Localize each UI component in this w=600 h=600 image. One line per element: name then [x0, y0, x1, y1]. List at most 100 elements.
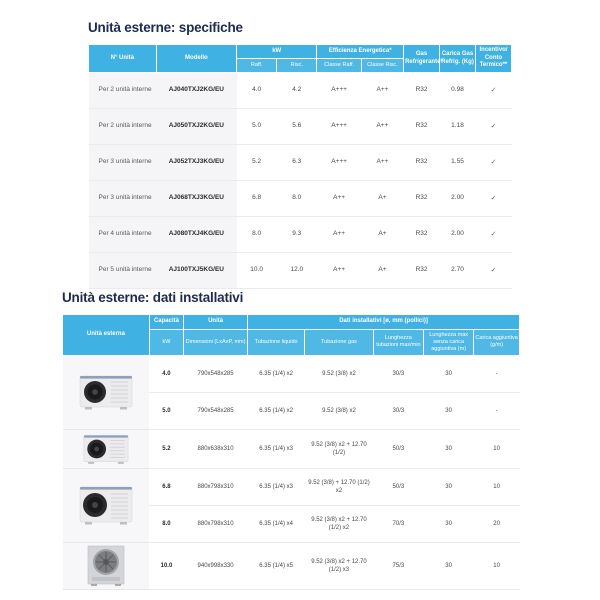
cell-gas: R32: [403, 252, 440, 289]
checkmark-icon: ✓: [475, 108, 512, 145]
spec-subheader-classe-raff: Classe Raff.: [316, 58, 362, 73]
spec-header-kw-group: kW: [236, 44, 318, 59]
cell-classe-risc: A++: [361, 144, 404, 181]
checkmark-icon: ✓: [475, 216, 512, 253]
cell-gas: R32: [403, 180, 440, 217]
outdoor-unit-side-view: [83, 434, 129, 464]
cell-max-length: 30: [423, 392, 474, 430]
cell-max-length: 30: [423, 355, 474, 393]
cell-classe-risc: A+: [361, 216, 404, 253]
outdoor-unit-side-view: [79, 486, 133, 525]
cell-liquid-pipe: 6.35 (1/4) x4: [247, 505, 305, 543]
cell-liquid-pipe: 6.35 (1/4) x5: [247, 542, 305, 590]
cell-pipe-length: 70/3: [373, 505, 424, 543]
cell-units: Per 4 unità interne: [88, 216, 157, 253]
cell-units: Per 2 unità interne: [88, 72, 157, 109]
install-header-unita-esterna: Unità esterna: [62, 314, 150, 356]
install-table-row: 6.8 880x798x310 6.35 (1/4) x3 9.52 (3/8)…: [62, 468, 520, 543]
spec-section-title: Unità esterne: specifiche: [88, 20, 243, 35]
cell-model: AJ100TXJ5KG/EU: [156, 252, 237, 289]
cell-pipe-length: 30/3: [373, 355, 424, 393]
spec-header-carica: Carica Gas Refrig. (Kg): [439, 44, 476, 73]
cell-dimensions: 790x548x285: [183, 392, 248, 430]
cell-liquid-pipe: 6.35 (1/4) x2: [247, 355, 305, 393]
install-table-row: 4.0 790x548x285 6.35 (1/4) x2 9.52 (3/8)…: [62, 355, 520, 430]
install-header-unita: Unità: [183, 314, 249, 330]
spec-section: Unità esterne: specifiche N° Unità Model…: [88, 20, 513, 289]
cell-kw-risc: 12.0: [276, 252, 317, 289]
cell-model: AJ052TXJ3KG/EU: [156, 144, 237, 181]
cell-extra-charge: -: [473, 392, 520, 430]
spec-table-row: Per 3 unità interne AJ068TXJ3KG/EU 6.8 8…: [88, 180, 512, 217]
cell-classe-raff: A+++: [316, 144, 362, 181]
install-header-capacita: Capacità: [148, 314, 185, 330]
cell-pipe-length: 75/3: [373, 542, 424, 590]
cell-carica: 2.70: [439, 252, 476, 289]
cell-classe-risc: A+: [361, 252, 404, 289]
cell-units: Per 5 unità interne: [88, 252, 157, 289]
cell-carica: 0.98: [439, 72, 476, 109]
cell-capacity: 5.0: [149, 392, 184, 430]
cell-max-length: 30: [423, 542, 474, 590]
cell-capacity: 8.0: [149, 505, 184, 543]
spec-table-row: Per 5 unità interne AJ100TXJ5KG/EU 10.0 …: [88, 252, 512, 289]
cell-gas: R32: [403, 216, 440, 253]
cell-extra-charge: 10: [473, 468, 520, 506]
cell-liquid-pipe: 6.35 (1/4) x3: [247, 468, 305, 506]
cell-classe-raff: A+++: [316, 72, 362, 109]
spec-table-row: Per 2 unità interne AJ040TXJ2KG/EU 4.0 4…: [88, 72, 512, 109]
cell-gas: R32: [403, 144, 440, 181]
install-table-row: 5.2 880x638x310 6.35 (1/4) x3 9.52 (3/8)…: [62, 429, 520, 469]
spec-header-n-unita: N° Unità: [88, 44, 157, 73]
install-table-row: 10.0 940x998x330 6.35 (1/4) x5 9.52 (3/8…: [62, 542, 520, 590]
cell-extra-charge: 10: [473, 429, 520, 469]
install-section: Unità esterne: dati installativi Unità e…: [62, 290, 520, 590]
checkmark-icon: ✓: [475, 180, 512, 217]
cell-kw-risc: 5.6: [276, 108, 317, 145]
cell-max-length: 30: [423, 468, 474, 506]
cell-carica: 1.55: [439, 144, 476, 181]
install-subheader-lunghezza-max: Lunghezza max senza carica aggiuntiva (m…: [422, 329, 475, 356]
cell-classe-risc: A+: [361, 180, 404, 217]
cell-dimensions: 880x638x310: [183, 429, 248, 469]
cell-dimensions: 940x998x330: [183, 542, 248, 590]
cell-kw-raff: 6.8: [236, 180, 277, 217]
install-table-row: 5.0 790x548x285 6.35 (1/4) x2 9.52 (3/8)…: [63, 392, 520, 430]
cell-kw-raff: 4.0: [236, 72, 277, 109]
install-section-title: Unità esterne: dati installativi: [62, 290, 244, 305]
cell-classe-raff: A++: [316, 180, 362, 217]
cell-capacity: 5.2: [149, 429, 184, 469]
cell-kw-raff: 5.0: [236, 108, 277, 145]
cell-model: AJ050TXJ2KG/EU: [156, 108, 237, 145]
cell-kw-raff: 8.0: [236, 216, 277, 253]
spec-header-efficienza-group: Efficienza Energetica*: [316, 44, 405, 59]
outdoor-unit-image: [62, 468, 150, 543]
cell-dimensions: 880x798x310: [183, 505, 248, 543]
outdoor-unit-image: [62, 429, 150, 469]
cell-max-length: 30: [423, 429, 474, 469]
outdoor-unit-image: [62, 355, 150, 430]
install-subheader-tubazione-gas: Tubazione gas: [304, 329, 374, 356]
cell-gas-pipe: 9.52 (3/8) x2: [304, 392, 374, 430]
cell-pipe-length: 30/3: [373, 392, 424, 430]
cell-pipe-length: 50/3: [373, 468, 424, 506]
cell-carica: 2.00: [439, 180, 476, 217]
cell-classe-risc: A++: [361, 72, 404, 109]
cell-kw-risc: 6.3: [276, 144, 317, 181]
spec-header-incentivo: Incentivo/ Conto Termico**: [474, 44, 513, 73]
checkmark-icon: ✓: [475, 252, 512, 289]
cell-extra-charge: 20: [473, 505, 520, 543]
cell-max-length: 30: [423, 505, 474, 543]
cell-carica: 2.00: [439, 216, 476, 253]
cell-units: Per 3 unità interne: [88, 180, 157, 217]
spec-subheader-classe-risc: Classe Risc.: [360, 58, 405, 73]
install-subheader-carica-aggiuntiva: Carica aggiuntiva (g/m): [473, 329, 520, 356]
cell-extra-charge: -: [473, 355, 520, 393]
cell-model: AJ040TXJ2KG/EU: [156, 72, 237, 109]
checkmark-icon: ✓: [475, 144, 512, 181]
outdoor-unit-image: [62, 542, 150, 590]
cell-gas-pipe: 9.52 (3/8) x2: [304, 355, 374, 393]
install-subheader-lunghezza: Lunghezza tubazioni max/min: [372, 329, 425, 356]
cell-gas-pipe: 9.52 (3/8) + 12.70 (1/2) x2: [304, 468, 374, 506]
install-table-row: 8.0 880x798x310 6.35 (1/4) x4 9.52 (3/8)…: [63, 505, 520, 543]
